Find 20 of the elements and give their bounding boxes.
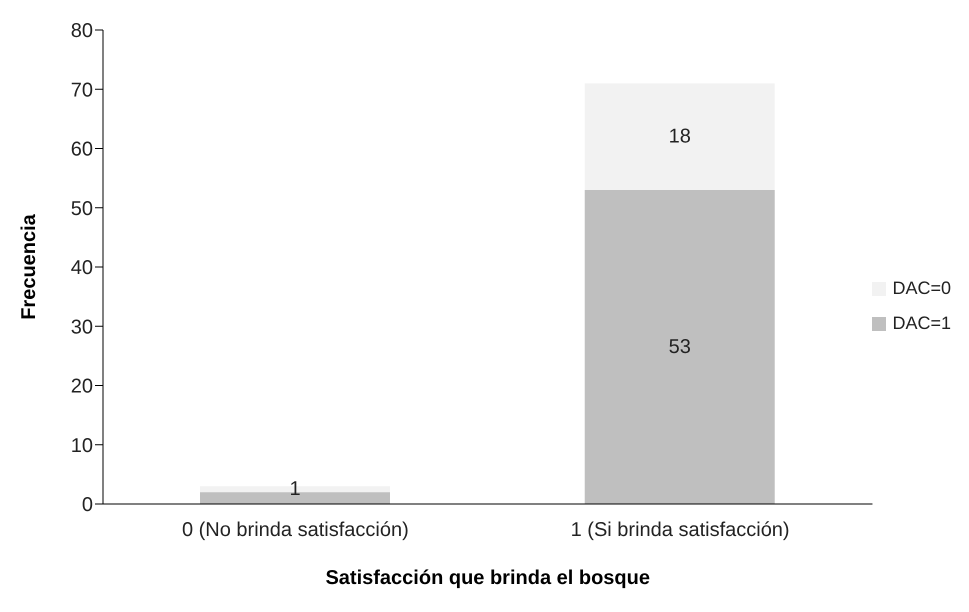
- legend-label: DAC=0: [892, 278, 951, 299]
- data-label: 53: [668, 336, 691, 358]
- y-tick-label: 70: [70, 79, 93, 102]
- y-tick-label: 40: [70, 257, 93, 280]
- y-tick-label: 0: [82, 494, 93, 516]
- data-label: 1: [289, 478, 301, 500]
- y-tick-label: 20: [70, 376, 93, 398]
- bar: [584, 190, 775, 504]
- bar: [584, 83, 775, 190]
- y-tick-label: 80: [70, 20, 93, 42]
- y-tick-label: 50: [70, 198, 93, 220]
- legend-label: DAC=1: [892, 313, 951, 334]
- y-tick-label: 30: [70, 316, 93, 338]
- data-label: 18: [668, 126, 691, 148]
- x-axis-title: Satisfacción que brinda el bosque: [325, 567, 650, 589]
- y-tick-label: 10: [70, 434, 93, 457]
- y-tick-label: 60: [70, 138, 93, 161]
- x-tick-label: 0 (No brinda satisfacción): [182, 519, 409, 542]
- x-tick-label: 1 (Si brinda satisfacción): [570, 519, 790, 542]
- y-axis-title: Frecuencia: [18, 213, 40, 320]
